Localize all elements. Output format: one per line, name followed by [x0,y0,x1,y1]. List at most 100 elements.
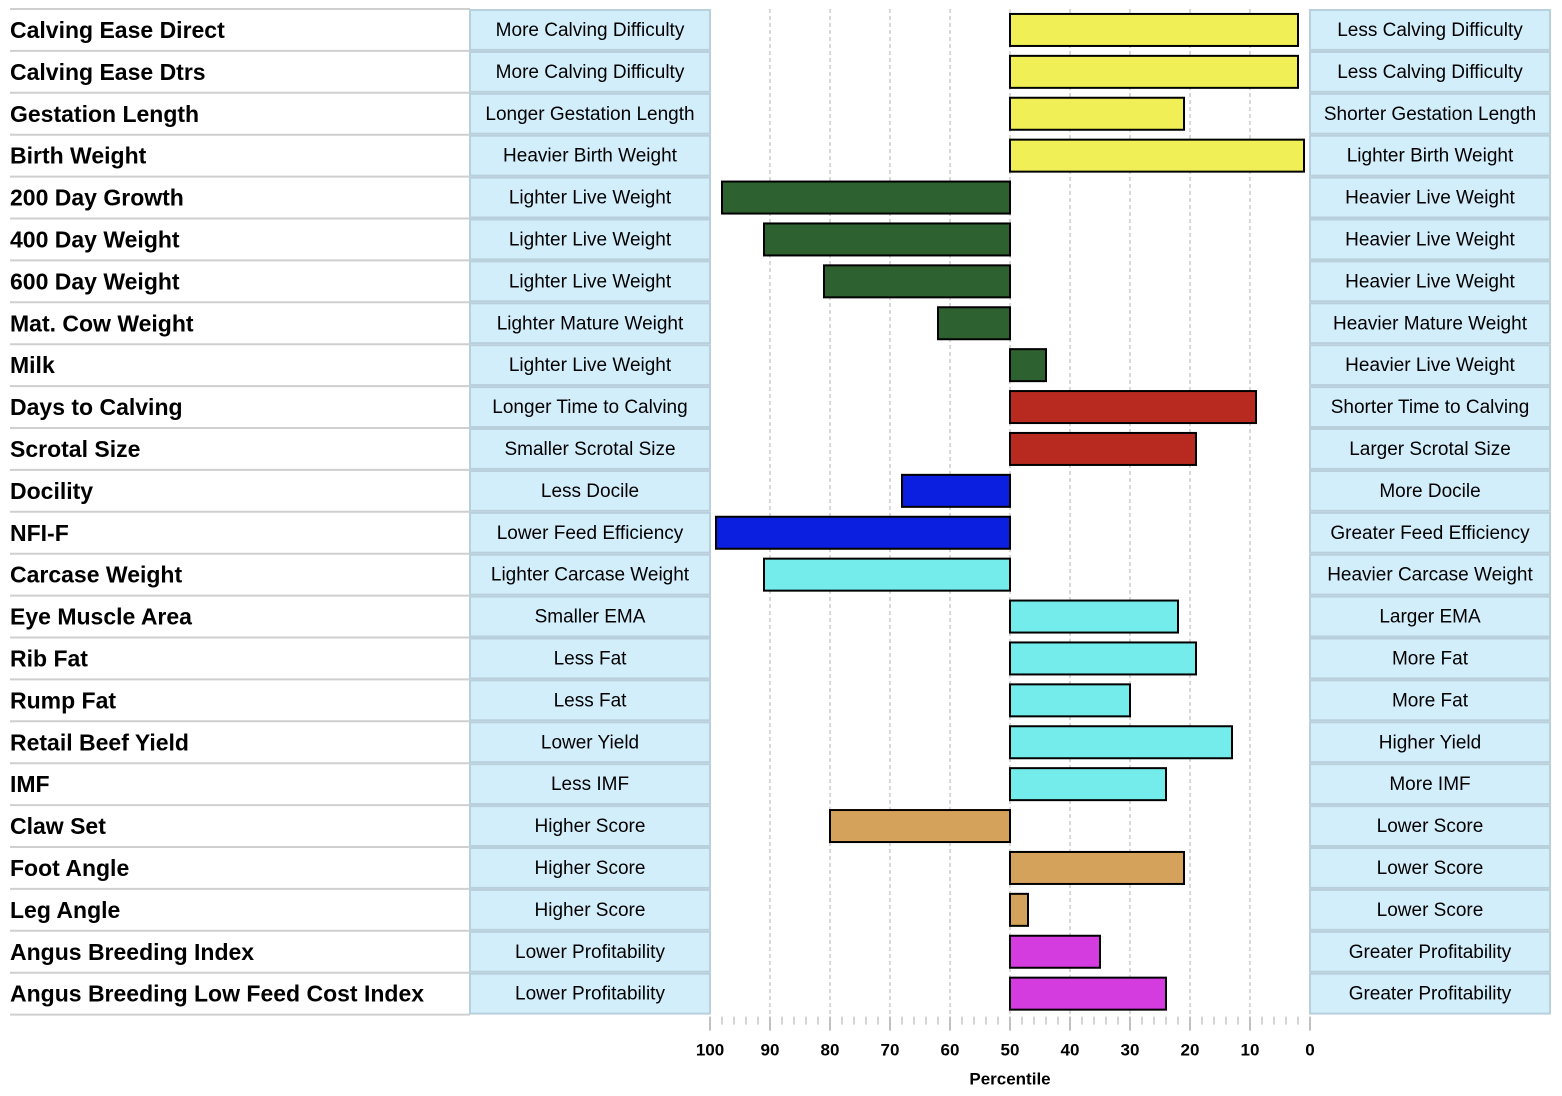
low-descriptor-box [469,847,711,889]
low-descriptor-label: Less IMF [551,774,629,795]
low-descriptor-label: Smaller Scrotal Size [504,439,675,460]
trait-label: Mat. Cow Weight [10,310,194,336]
trait-label: Carcase Weight [10,562,182,588]
bar [1009,892,1029,927]
high-descriptor-label: More Fat [1392,690,1469,711]
low-descriptor-box [469,386,711,429]
high-descriptor-label: Lower Score [1377,816,1484,837]
low-descriptor-box [469,511,711,554]
high-descriptor-box [1309,134,1551,177]
bar [763,222,1011,257]
low-descriptor-box [469,134,711,177]
low-descriptor-box [469,805,711,847]
x-tick-label: 70 [881,1041,900,1060]
bar [1009,641,1197,676]
low-descriptor-label: Lighter Carcase Weight [491,565,690,586]
low-descriptor-box [469,763,711,806]
high-descriptor-label: More Fat [1392,648,1469,669]
high-descriptor-label: Greater Profitability [1349,942,1512,963]
high-descriptor-label: Lower Score [1377,900,1484,921]
trait-label: Claw Set [10,813,106,839]
high-descriptor-label: Lighter Birth Weight [1347,146,1514,167]
trait-label: 600 Day Weight [10,268,180,294]
high-descriptor-box [1309,637,1551,680]
bar [721,180,1011,215]
trait-label: Eye Muscle Area [10,604,192,630]
x-axis-title: Percentile [969,1070,1050,1089]
trait-label: Retail Beef Yield [10,729,189,755]
low-descriptor-label: Longer Gestation Length [485,104,694,125]
bar [1009,767,1167,802]
high-descriptor-box [1309,595,1551,638]
x-tick-label: 100 [696,1041,724,1060]
low-descriptor-label: Lighter Live Weight [509,229,672,250]
low-descriptor-box [469,260,711,303]
high-descriptor-box [1309,176,1551,219]
trait-label: Gestation Length [10,101,199,127]
low-descriptor-label: Less Fat [554,648,628,669]
high-descriptor-box [1309,92,1551,135]
x-tick-label: 30 [1121,1041,1140,1060]
x-tick-label: 90 [761,1041,780,1060]
high-descriptor-box [1309,805,1551,847]
low-descriptor-label: Lower Feed Efficiency [497,523,684,544]
low-descriptor-box [469,218,711,261]
trait-label: IMF [10,771,50,797]
bar [1009,54,1299,89]
low-descriptor-box [469,92,711,135]
low-descriptor-label: Higher Score [535,900,646,921]
high-descriptor-box [1309,9,1551,51]
low-descriptor-label: Smaller EMA [535,607,646,628]
bar [823,264,1011,299]
trait-label: Calving Ease Dtrs [10,59,206,85]
high-descriptor-box [1309,302,1551,345]
x-tick-label: 20 [1181,1041,1200,1060]
high-descriptor-label: Heavier Carcase Weight [1327,565,1533,586]
high-descriptor-box [1309,888,1551,931]
high-descriptor-label: Shorter Gestation Length [1324,104,1536,125]
low-descriptor-box [469,637,711,680]
low-descriptor-box [469,972,711,1015]
trait-label: NFI-F [10,520,69,546]
low-descriptor-box [469,344,711,387]
low-descriptor-label: Lower Profitability [515,942,665,963]
bar [1009,850,1185,885]
bar [1009,976,1167,1011]
low-descriptor-box [469,428,711,470]
high-descriptor-box [1309,469,1551,512]
low-descriptor-label: Longer Time to Calving [492,397,687,418]
high-descriptor-box [1309,679,1551,722]
bar [937,306,1011,341]
x-tick-label: 40 [1061,1041,1080,1060]
trait-label: Foot Angle [10,855,129,881]
bar [829,809,1011,844]
x-tick-label: 80 [821,1041,840,1060]
low-descriptor-box [469,721,711,764]
low-descriptor-label: Lighter Live Weight [509,188,672,209]
x-tick-label: 0 [1305,1041,1314,1060]
low-descriptor-box [469,553,711,596]
bar [1009,683,1131,718]
high-descriptor-label: More IMF [1389,774,1470,795]
high-descriptor-box [1309,344,1551,387]
trait-label: 200 Day Growth [10,185,184,211]
bar [1009,725,1233,760]
trait-label: Scrotal Size [10,436,140,462]
bar [1009,390,1257,425]
high-descriptor-label: Heavier Live Weight [1345,355,1515,376]
x-tick-label: 50 [1001,1041,1020,1060]
trait-label: Leg Angle [10,897,120,923]
high-descriptor-label: Lower Score [1377,858,1484,879]
trait-label: Milk [10,352,55,378]
high-descriptor-label: Heavier Mature Weight [1333,313,1528,334]
trait-label: Angus Breeding Index [10,939,254,965]
high-descriptor-label: Heavier Live Weight [1345,188,1515,209]
bar [1009,599,1179,634]
high-descriptor-box [1309,553,1551,596]
trait-label: 400 Day Weight [10,226,180,252]
trait-label: Docility [10,478,93,504]
low-descriptor-box [469,50,711,93]
high-descriptor-label: Less Calving Difficulty [1337,20,1523,41]
